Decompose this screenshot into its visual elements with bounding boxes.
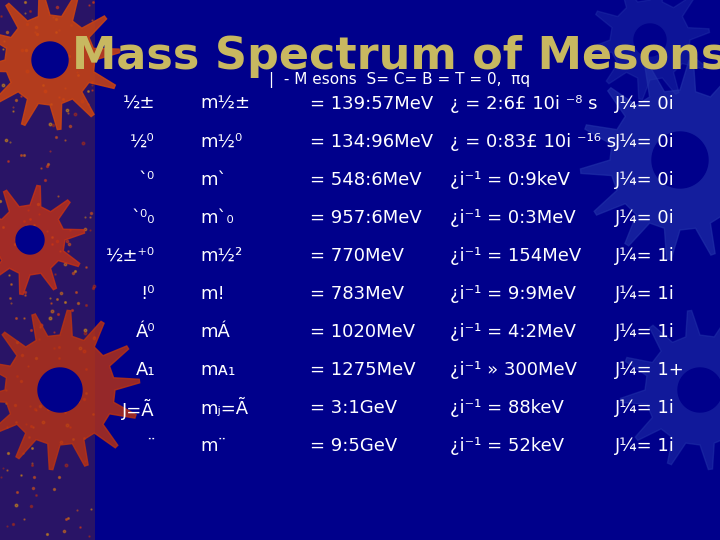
Text: = 1020MeV: = 1020MeV <box>310 323 415 341</box>
Polygon shape <box>32 42 68 78</box>
Text: ˋ⁰: ˋ⁰ <box>139 171 155 189</box>
Text: = 9:5GeV: = 9:5GeV <box>310 437 397 455</box>
Polygon shape <box>580 60 720 260</box>
Text: = 770MeV: = 770MeV <box>310 247 404 265</box>
Polygon shape <box>38 368 82 412</box>
Text: mˋ₀: mˋ₀ <box>200 209 234 227</box>
Polygon shape <box>678 368 720 412</box>
Text: ¿i⁻¹ = 4:2MeV: ¿i⁻¹ = 4:2MeV <box>450 323 576 341</box>
Text: ¿i⁻¹ = 0:3MeV: ¿i⁻¹ = 0:3MeV <box>450 209 576 227</box>
Text: = 134:96MeV: = 134:96MeV <box>310 133 433 151</box>
Text: A₁: A₁ <box>135 361 155 379</box>
Text: m!: m! <box>200 285 225 303</box>
Text: ½⁰: ½⁰ <box>130 133 155 151</box>
Text: ½±⁺⁰: ½±⁺⁰ <box>106 247 155 265</box>
Text: ¿i⁻¹ = 52keV: ¿i⁻¹ = 52keV <box>450 437 564 455</box>
Text: |  - M esons  S= C= B = T = 0,  πq: | - M esons S= C= B = T = 0, πq <box>269 72 531 88</box>
Text: J¼= 1i: J¼= 1i <box>615 323 675 341</box>
Text: mᴀ₁: mᴀ₁ <box>200 361 235 379</box>
Text: J¼= 1i: J¼= 1i <box>615 399 675 417</box>
Text: J¼= 0i: J¼= 0i <box>615 133 675 151</box>
Text: ˋ⁰₀: ˋ⁰₀ <box>132 209 155 227</box>
Text: J¼= 1i: J¼= 1i <box>615 437 675 455</box>
Text: ¿i⁻¹ = 88keV: ¿i⁻¹ = 88keV <box>450 399 564 417</box>
Polygon shape <box>621 310 720 470</box>
Text: m½²: m½² <box>200 247 242 265</box>
Polygon shape <box>590 0 709 99</box>
Text: J¼= 0i: J¼= 0i <box>615 209 675 227</box>
Polygon shape <box>16 226 44 254</box>
Text: mⱼ=Ã: mⱼ=Ã <box>200 399 248 418</box>
Text: ¿ = 0:83£ 10i ⁻¹⁶ s: ¿ = 0:83£ 10i ⁻¹⁶ s <box>450 133 616 151</box>
Text: J=Ã: J=Ã <box>122 399 155 420</box>
Text: m½±: m½± <box>200 95 250 113</box>
Text: ¿i⁻¹ = 154MeV: ¿i⁻¹ = 154MeV <box>450 247 581 265</box>
Text: mÁ: mÁ <box>200 323 230 341</box>
Text: J¼= 0i: J¼= 0i <box>615 171 675 189</box>
Text: ½±: ½± <box>122 95 155 113</box>
Bar <box>0 0 95 540</box>
Text: J¼= 1i: J¼= 1i <box>615 247 675 265</box>
Text: ¿i⁻¹ = 0:9keV: ¿i⁻¹ = 0:9keV <box>450 171 570 189</box>
Text: J¼= 1i: J¼= 1i <box>615 285 675 303</box>
Text: = 783MeV: = 783MeV <box>310 285 404 303</box>
Polygon shape <box>0 185 84 294</box>
Polygon shape <box>0 310 140 470</box>
Text: ¿ = 2:6£ 10i ⁻⁸ s: ¿ = 2:6£ 10i ⁻⁸ s <box>450 95 598 113</box>
Text: ¨: ¨ <box>146 437 155 455</box>
Polygon shape <box>652 132 708 188</box>
Text: = 548:6MeV: = 548:6MeV <box>310 171 422 189</box>
Text: = 139:57MeV: = 139:57MeV <box>310 95 433 113</box>
Text: Á⁰: Á⁰ <box>135 323 155 341</box>
Text: J¼= 0i: J¼= 0i <box>615 95 675 113</box>
Text: = 3:1GeV: = 3:1GeV <box>310 399 397 417</box>
Text: m¨: m¨ <box>200 437 227 455</box>
Text: m½⁰: m½⁰ <box>200 133 242 151</box>
Text: !⁰: !⁰ <box>140 285 155 303</box>
Text: Mass Spectrum of Mesons: Mass Spectrum of Mesons <box>72 35 720 78</box>
Text: mˋ: mˋ <box>200 171 227 189</box>
Text: = 1275MeV: = 1275MeV <box>310 361 415 379</box>
Text: J¼= 1+: J¼= 1+ <box>615 361 685 379</box>
Text: ¿i⁻¹ = 9:9MeV: ¿i⁻¹ = 9:9MeV <box>450 285 576 303</box>
Polygon shape <box>0 0 120 130</box>
Text: ¿i⁻¹ » 300MeV: ¿i⁻¹ » 300MeV <box>450 361 577 379</box>
Polygon shape <box>634 24 666 56</box>
Text: = 957:6MeV: = 957:6MeV <box>310 209 422 227</box>
